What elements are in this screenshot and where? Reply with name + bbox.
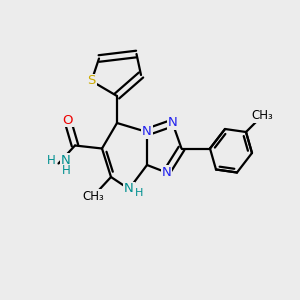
Text: N: N: [61, 154, 71, 167]
Text: N: N: [168, 116, 177, 130]
Text: H: H: [135, 188, 143, 198]
Text: CH₃: CH₃: [252, 109, 273, 122]
Text: H: H: [46, 154, 56, 167]
Text: N: N: [162, 166, 171, 179]
Text: N: N: [142, 125, 152, 139]
Text: S: S: [87, 74, 96, 88]
Text: O: O: [62, 113, 73, 127]
Text: CH₃: CH₃: [82, 190, 104, 203]
Text: H: H: [61, 164, 70, 178]
Text: N: N: [124, 182, 134, 196]
